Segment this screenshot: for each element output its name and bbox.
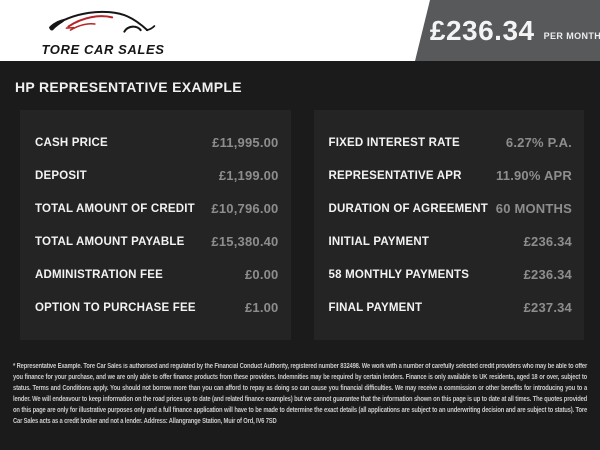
finance-label: INITIAL PAYMENT [328, 235, 430, 248]
finance-row-final-payment: FINAL PAYMENT £237.34 [329, 291, 573, 324]
finance-row-deposit: DEPOSIT £1,199.00 [35, 159, 279, 192]
finance-panel-right: FIXED INTEREST RATE 6.27% P.A. REPRESENT… [313, 110, 584, 340]
finance-value: 6.27% P.A. [505, 135, 572, 150]
finance-row-apr: REPRESENTATIVE APR 11.90% APR [329, 159, 573, 192]
finance-label: OPTION TO PURCHASE FEE [35, 301, 196, 314]
finance-label: ADMINISTRATION FEE [35, 268, 163, 281]
finance-value: £10,796.00 [211, 201, 279, 216]
car-silhouette-icon [49, 10, 156, 33]
finance-row-monthly-payments: 58 MONTHLY PAYMENTS £236.34 [329, 258, 573, 291]
monthly-price-banner: £236.34 PER MONTH* [415, 0, 600, 61]
dealer-logo[interactable]: TORE CAR SALES [41, 5, 165, 57]
finance-value: £0.00 [244, 267, 279, 282]
finance-row-option-fee: OPTION TO PURCHASE FEE £1.00 [35, 291, 279, 324]
finance-label: TOTAL AMOUNT OF CREDIT [35, 202, 195, 215]
dealer-logo-text: TORE CAR SALES [41, 42, 165, 57]
finance-value: £1.00 [244, 300, 279, 315]
finance-label: FIXED INTEREST RATE [328, 136, 460, 149]
page-title: HP REPRESENTATIVE EXAMPLE [15, 79, 242, 95]
finance-label: TOTAL AMOUNT PAYABLE [35, 235, 185, 248]
finance-value: £1,199.00 [218, 168, 279, 183]
page-header: TORE CAR SALES £236.34 PER MONTH* [0, 0, 600, 61]
finance-label: CASH PRICE [35, 136, 108, 149]
finance-row-admin-fee: ADMINISTRATION FEE £0.00 [35, 258, 279, 291]
finance-value: 60 MONTHS [495, 201, 572, 216]
finance-row-total-payable: TOTAL AMOUNT PAYABLE £15,380.40 [35, 225, 279, 258]
finance-value: £236.34 [523, 267, 572, 282]
finance-panels: CASH PRICE £11,995.00 DEPOSIT £1,199.00 … [20, 110, 584, 340]
finance-value: 11.90% APR [496, 168, 572, 183]
finance-value: £236.34 [523, 234, 572, 249]
page-body: HP REPRESENTATIVE EXAMPLE CASH PRICE £11… [0, 61, 600, 450]
finance-label: FINAL PAYMENT [328, 301, 423, 314]
finance-row-cash-price: CASH PRICE £11,995.00 [35, 126, 279, 159]
finance-value: £11,995.00 [212, 135, 279, 150]
finance-value: £237.34 [523, 300, 572, 315]
finance-row-duration: DURATION OF AGREEMENT 60 MONTHS [329, 192, 573, 225]
finance-label: REPRESENTATIVE APR [328, 169, 462, 182]
finance-value: £15,380.40 [211, 234, 279, 249]
legal-disclaimer: * Representative Example. Tore Car Sales… [13, 363, 588, 425]
finance-panel-left: CASH PRICE £11,995.00 DEPOSIT £1,199.00 … [20, 110, 291, 340]
finance-label: DURATION OF AGREEMENT [328, 202, 488, 215]
finance-label: 58 MONTHLY PAYMENTS [328, 268, 470, 281]
monthly-price-amount: £236.34 [429, 14, 535, 46]
finance-row-total-credit: TOTAL AMOUNT OF CREDIT £10,796.00 [35, 192, 279, 225]
monthly-price-suffix: PER MONTH* [543, 30, 600, 41]
finance-label: DEPOSIT [35, 169, 87, 182]
finance-row-initial-payment: INITIAL PAYMENT £236.34 [329, 225, 573, 258]
finance-row-interest-rate: FIXED INTEREST RATE 6.27% P.A. [329, 126, 573, 159]
